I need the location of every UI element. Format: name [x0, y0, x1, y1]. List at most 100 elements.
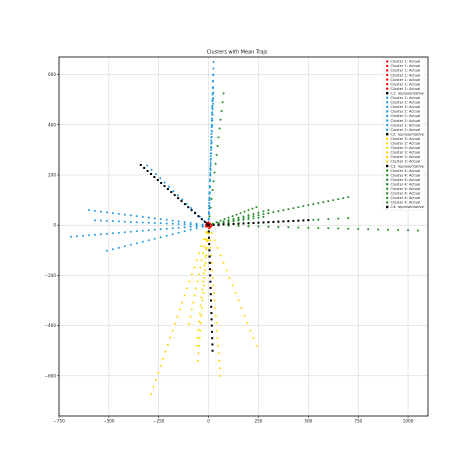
cluster-2-point: [111, 232, 114, 235]
cluster-2-point: [141, 240, 144, 243]
cluster-2-point: [210, 141, 213, 144]
legend-label: Cluster 1: Actual: [391, 82, 421, 86]
cluster-3-point: [228, 276, 231, 279]
cluster-3-point: [204, 256, 207, 259]
cluster-4-point: [257, 225, 260, 228]
cluster-2-point: [69, 235, 72, 238]
cluster-3-point: [208, 239, 211, 242]
legend-label: Cluster 1: Actual: [391, 78, 421, 82]
cluster-2-point: [210, 132, 213, 135]
cluster-2-point: [181, 198, 184, 201]
cluster-2-point: [183, 223, 186, 226]
cluster-4-point: [213, 171, 216, 174]
cluster-4-point: [262, 213, 265, 216]
cluster-1-point: [204, 225, 207, 228]
y-tick-label: −400: [44, 323, 56, 328]
representative-point: [210, 324, 213, 327]
cluster-4-point: [317, 202, 320, 205]
cluster-4-point: [227, 224, 230, 227]
cluster-2-point: [195, 225, 198, 228]
x-tick-label: −500: [103, 419, 115, 424]
cluster-2-point: [105, 249, 108, 252]
cluster-4-point: [332, 199, 335, 202]
cluster-4-point: [242, 218, 245, 221]
cluster-2-point: [87, 234, 90, 237]
cluster-4-point: [220, 109, 223, 112]
representative-point: [262, 221, 265, 224]
cluster-2-actual-series: [105, 224, 210, 252]
cluster-2-point: [212, 67, 215, 70]
legend-marker: [386, 192, 389, 195]
cluster-3-point: [198, 337, 201, 340]
legend-label: Cluster 4: Actual: [391, 192, 421, 196]
cluster-2-point: [99, 210, 102, 213]
cluster-4-point: [287, 226, 290, 229]
cluster-3-point: [243, 314, 246, 317]
cluster-4-point: [209, 206, 212, 209]
cluster-3-point: [212, 291, 215, 294]
cluster-2-point: [208, 207, 211, 210]
representative-point: [143, 166, 146, 169]
legend-marker: [386, 73, 389, 77]
representative-point: [287, 220, 290, 223]
cluster-4-point: [227, 216, 230, 219]
legend-marker: [386, 196, 389, 200]
representative-point: [187, 206, 190, 209]
representative-point: [166, 188, 169, 191]
cluster-3-point: [203, 276, 206, 279]
cluster-2-point: [129, 214, 132, 217]
representative-point: [208, 249, 211, 252]
cluster-3-point: [246, 322, 249, 325]
cluster-3-point: [201, 299, 204, 302]
cluster-3-representative-series: [207, 224, 214, 352]
cluster-2-point: [209, 161, 212, 164]
representative-point: [139, 163, 142, 166]
legend-label: Cluster 2: Actual: [391, 123, 421, 127]
cluster-2-point: [111, 248, 114, 251]
legend-label: Cluster 3: Actual: [391, 146, 421, 150]
cluster-2-point: [159, 218, 162, 221]
cluster-2-point: [123, 231, 126, 234]
legend-label: Cluster 3: Actual: [391, 155, 421, 159]
cluster-3-point: [189, 315, 192, 318]
representative-point: [208, 255, 211, 258]
cluster-2-point: [99, 233, 102, 236]
cluster-3-actual-series: [207, 224, 222, 377]
cluster-4-point: [272, 211, 275, 214]
representative-point: [146, 169, 149, 172]
representative-point: [204, 221, 207, 224]
cluster-2-point: [165, 227, 168, 230]
representative-point: [197, 215, 200, 218]
cluster-2-point: [105, 232, 108, 235]
cluster-2-point: [147, 229, 150, 232]
cluster-4-point: [322, 201, 325, 204]
cluster-3-point: [178, 308, 181, 311]
cluster-3-point: [215, 329, 218, 332]
cluster-4-point: [282, 209, 285, 212]
legend-label: Cluster 2: Actual: [391, 114, 421, 118]
cluster-4-point: [267, 212, 270, 215]
cluster-3-actual-series: [150, 224, 210, 395]
cluster-2-point: [117, 246, 120, 249]
cluster-2-point: [209, 180, 212, 183]
cluster-2-point: [163, 181, 166, 184]
representative-point: [302, 219, 305, 222]
cluster-4-point: [239, 212, 242, 215]
cluster-2-point: [211, 87, 214, 90]
cluster-3-point: [199, 304, 202, 307]
cluster-4-point: [277, 225, 280, 228]
cluster-2-point: [153, 228, 156, 231]
cluster-4-point: [347, 227, 350, 230]
cluster-3-point: [214, 314, 217, 317]
cluster-2-point: [171, 219, 174, 222]
cluster-2-point: [212, 97, 215, 100]
data-points: [69, 61, 420, 395]
x-tick-label: 750: [354, 419, 362, 424]
cluster-4-point: [214, 162, 217, 165]
representative-point: [292, 219, 295, 222]
cluster-3-point: [198, 344, 201, 347]
cluster-3-point: [199, 322, 202, 325]
cluster-2-point: [209, 171, 212, 174]
cluster-3-point: [214, 307, 217, 310]
cluster-1-point: [210, 225, 213, 228]
